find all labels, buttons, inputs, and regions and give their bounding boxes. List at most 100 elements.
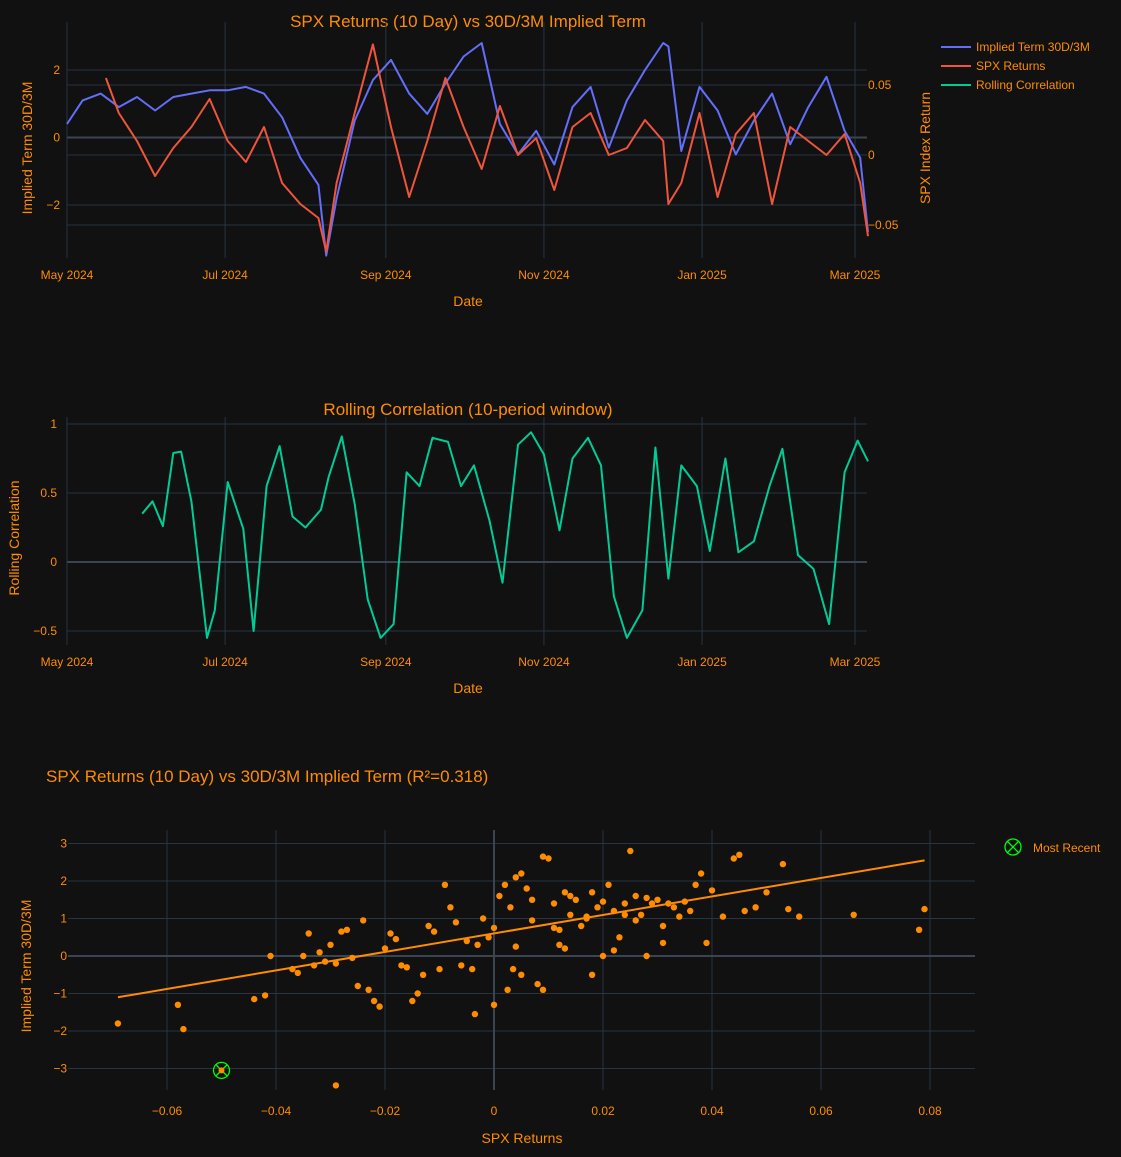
panel-scatter: SPX Returns (10 Day) vs 30D/3M Implied T… <box>18 767 1101 1146</box>
scatter-point <box>343 926 351 933</box>
scatter-point <box>659 922 667 930</box>
scatter-point <box>599 898 607 905</box>
scatter-point <box>539 986 547 993</box>
chart3-x-tick: −0.02 <box>370 1104 401 1118</box>
scatter-point <box>305 930 312 937</box>
scatter-point <box>452 919 460 926</box>
chart2-x-tick: Jan 2025 <box>677 655 727 669</box>
chart3-y-tick: 3 <box>60 837 67 851</box>
scatter-point <box>779 860 787 868</box>
scatter-point <box>605 881 612 888</box>
scatter-point <box>471 1010 479 1018</box>
chart3-x-tick: 0.06 <box>809 1104 833 1118</box>
scatter-point <box>654 896 661 903</box>
chart1-xlabel: Date <box>453 293 483 309</box>
scatter-point <box>332 1082 340 1089</box>
scatter-point <box>561 889 569 896</box>
scatter-point <box>509 965 517 973</box>
chart1-x-tick: May 2024 <box>41 268 94 282</box>
scatter-point <box>643 894 650 902</box>
scatter-point <box>485 934 492 941</box>
scatter-point <box>507 904 514 911</box>
spx-returns-line <box>104 43 869 253</box>
chart1-y2-tick: 0 <box>868 148 875 162</box>
scatter-point <box>556 926 563 933</box>
scatter-point <box>588 971 596 978</box>
chart1-y2label: SPX Index Return <box>917 92 933 204</box>
scatter-point <box>632 917 639 924</box>
scatter-point <box>430 928 438 935</box>
chart1-ylabel: Implied Term 30D/3M <box>19 82 35 215</box>
chart3-grid <box>68 830 975 1090</box>
chart2-ylabel: Rolling Correlation <box>6 480 22 595</box>
scatter-point <box>708 887 716 894</box>
rolling-correlation-line <box>141 431 869 639</box>
scatter-point <box>676 913 683 920</box>
scatter-point <box>796 913 803 920</box>
scatter-point <box>556 941 563 948</box>
chart1-y-tick: 2 <box>53 63 60 77</box>
legend-implied-label: Implied Term 30D/3M <box>976 40 1090 54</box>
scatter-point <box>697 870 705 877</box>
chart2-y-tick: −0.5 <box>33 624 57 638</box>
chart2-y-tick: 0.5 <box>40 486 57 500</box>
chart3-series <box>114 847 928 1089</box>
chart2-x-tick: Mar 2025 <box>830 655 881 669</box>
scatter-point <box>921 905 928 913</box>
chart1-y2-tick: −0.05 <box>868 218 899 232</box>
scatter-point <box>528 896 536 903</box>
scatter-point <box>501 881 509 888</box>
scatter-point <box>730 855 737 862</box>
scatter-point <box>752 904 759 911</box>
scatter-point <box>567 892 574 900</box>
chart1-legend[interactable]: Implied Term 30D/3M SPX Returns Rolling … <box>941 40 1090 92</box>
chart2-x-tick: Sep 2024 <box>360 655 412 669</box>
scatter-point <box>621 900 628 907</box>
scatter-point <box>327 941 334 948</box>
chart1-series <box>66 42 869 257</box>
scatter-point <box>261 992 269 999</box>
chart1-x-tick: Nov 2024 <box>518 268 570 282</box>
scatter-point <box>267 952 274 960</box>
scatter-point <box>463 937 470 945</box>
chart1-x-tick: Mar 2025 <box>830 268 881 282</box>
chart2-grid <box>66 417 867 645</box>
chart2-x-tick: Nov 2024 <box>518 655 570 669</box>
scatter-point <box>360 917 367 924</box>
chart1-x-tick: Jul 2024 <box>202 268 248 282</box>
scatter-point <box>599 952 607 960</box>
scatter-point <box>512 943 519 950</box>
chart3-x-tick: 0.02 <box>591 1104 615 1118</box>
scatter-point <box>550 900 558 907</box>
chart2-xlabel: Date <box>453 680 483 696</box>
scatter-point <box>915 926 923 933</box>
chart2-x-tick: May 2024 <box>41 655 94 669</box>
scatter-point <box>300 952 307 960</box>
scatter-point <box>414 990 421 997</box>
scatter-point <box>627 847 634 855</box>
scatter-point <box>490 924 498 932</box>
scatter-point <box>387 930 394 937</box>
scatter-point <box>518 870 525 877</box>
scatter-point <box>594 904 601 911</box>
chart2-series <box>141 431 869 639</box>
scatter-point <box>504 986 511 993</box>
scatter-point <box>539 853 547 860</box>
chart3-y-tick: −2 <box>53 1024 67 1038</box>
chart3-legend[interactable]: Most Recent <box>1004 838 1101 856</box>
chart3-ylabel: Implied Term 30D/3M <box>18 900 34 1033</box>
scatter-point <box>850 911 857 918</box>
scatter-point <box>512 874 519 881</box>
scatter-point <box>659 939 667 947</box>
chart2-title: Rolling Correlation (10-period window) <box>323 400 612 419</box>
scatter-point <box>419 971 427 978</box>
scatter-point <box>392 935 400 943</box>
scatter-point <box>528 917 536 924</box>
scatter-point <box>763 889 770 896</box>
chart1-y-tick: −2 <box>46 198 60 212</box>
chart3-x-tick: 0.08 <box>918 1104 942 1118</box>
scatter-point <box>637 911 645 918</box>
scatter-point <box>490 1001 498 1008</box>
scatter-point <box>458 962 465 969</box>
